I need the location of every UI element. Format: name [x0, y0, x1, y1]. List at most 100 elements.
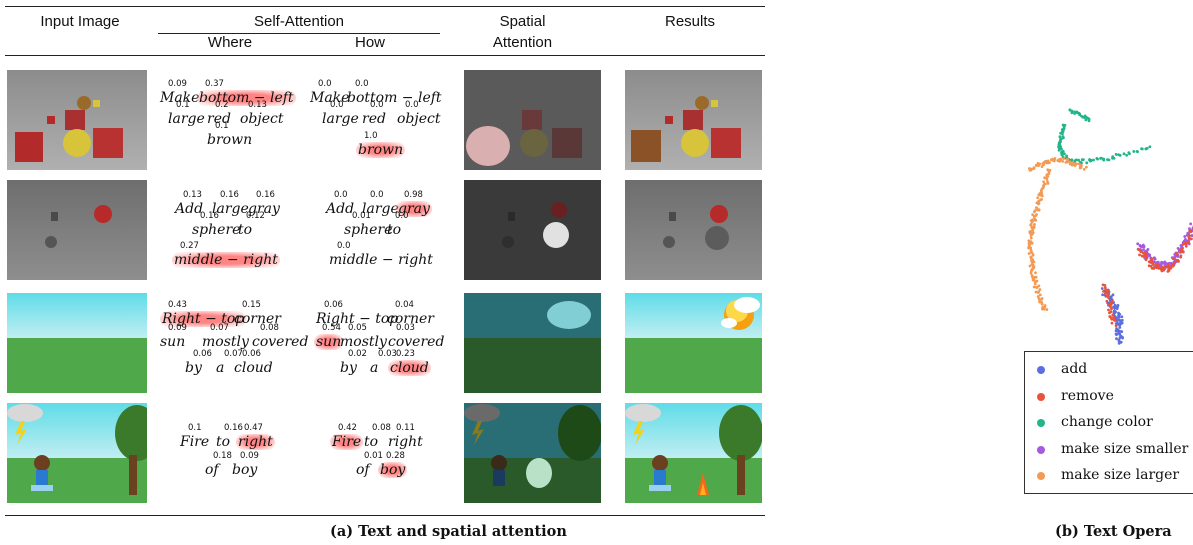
attention-word: gray	[396, 201, 432, 217]
change-color-point	[1057, 148, 1061, 152]
change-color-point	[1107, 158, 1111, 162]
attention-weight: 0.05	[348, 323, 367, 333]
attention-weight: 0.06	[324, 300, 343, 310]
remove-point	[1179, 255, 1183, 259]
make-size-larger-point	[1031, 213, 1035, 217]
attention-weight: 0.0	[330, 100, 344, 110]
change-color-point	[1080, 114, 1083, 118]
make-size-smaller-point	[1190, 234, 1193, 237]
attention-weight: 0.1	[188, 423, 202, 433]
remove-point	[1171, 262, 1174, 266]
make-size-larger-point	[1032, 285, 1036, 289]
change-color-point	[1061, 135, 1065, 139]
make-size-smaller-point	[1188, 227, 1191, 231]
attention-word: bottom − left	[347, 90, 442, 106]
attention-word: boy	[378, 462, 408, 478]
attention-weight: 0.42	[338, 423, 357, 433]
remove-point	[1139, 250, 1143, 254]
attention-word: Fire	[180, 434, 210, 450]
header-self-attention: Self-Attention	[253, 13, 345, 30]
change-color-point	[1084, 118, 1088, 122]
attention-word: bottom − left	[197, 90, 296, 106]
make-size-larger-point	[1027, 246, 1031, 250]
make-size-larger-point	[1042, 180, 1046, 184]
change-color-point	[1114, 153, 1118, 156]
attention-word: middle − right	[329, 252, 433, 268]
attention-word: by	[185, 360, 202, 376]
make-size-larger-point	[1045, 177, 1049, 181]
make-size-larger-point	[1078, 166, 1082, 170]
make-size-larger-point	[1034, 218, 1038, 222]
attention-word: large	[362, 201, 399, 217]
remove-point	[1138, 253, 1141, 257]
make-size-larger-point	[1034, 271, 1037, 275]
make-size-larger-point	[1038, 288, 1042, 291]
make-size-larger-point	[1038, 293, 1042, 297]
legend-dot-icon	[1037, 366, 1045, 374]
attention-word: Add	[175, 201, 204, 217]
attention-weight: 0.13	[183, 190, 202, 200]
change-color-point	[1122, 152, 1126, 156]
table-bottom-rule	[5, 515, 765, 516]
make-size-larger-point	[1027, 241, 1031, 245]
header-where: Where	[207, 34, 253, 51]
attention-weight: 0.12	[246, 211, 265, 221]
remove-point	[1157, 266, 1161, 270]
attention-weight: 0.37	[205, 79, 224, 89]
remove-point	[1162, 268, 1166, 272]
legend-label: change color	[1061, 414, 1153, 430]
remove-point	[1175, 258, 1179, 262]
attention-word: brown	[356, 142, 406, 158]
add-point	[1114, 332, 1118, 336]
top-rule	[5, 6, 765, 7]
attention-word: large	[168, 111, 205, 127]
make-size-larger-point	[1062, 157, 1065, 161]
attention-word: Add	[326, 201, 355, 217]
change-color-point	[1140, 147, 1144, 151]
caption-b: (b) Text Opera	[1055, 523, 1172, 540]
attention-weight: 0.0	[355, 79, 369, 89]
remove-point	[1136, 247, 1140, 251]
attention-weight: 0.03	[378, 349, 397, 359]
make-size-larger-point	[1040, 187, 1044, 191]
attention-weight: 0.1	[176, 100, 190, 110]
make-size-larger-point	[1043, 176, 1047, 180]
make-size-larger-point	[1038, 193, 1042, 197]
attention-weight: 0.09	[168, 79, 187, 89]
make-size-larger-point	[1028, 244, 1031, 247]
remove-point	[1144, 258, 1148, 262]
make-size-larger-point	[1032, 167, 1036, 171]
change-color-point	[1059, 146, 1062, 150]
add-point	[1112, 305, 1115, 309]
attention-weight: 0.98	[404, 190, 423, 200]
change-color-point	[1087, 119, 1091, 123]
add-point	[1117, 311, 1120, 315]
add-point	[1101, 293, 1105, 297]
attention-word: by	[340, 360, 357, 376]
remove-point	[1175, 252, 1179, 255]
change-color-point	[1125, 153, 1129, 157]
attention-weight: 0.04	[395, 300, 414, 310]
remove-point	[1114, 324, 1118, 328]
attention-word: right	[388, 434, 423, 450]
remove-point	[1160, 265, 1164, 269]
make-size-larger-point	[1080, 164, 1083, 168]
attention-word: corner	[234, 311, 281, 327]
remove-point	[1183, 242, 1187, 245]
attention-weight: 0.16	[200, 211, 219, 221]
change-color-point	[1128, 152, 1131, 156]
make-size-larger-point	[1031, 260, 1034, 264]
attention-weight: 0.01	[364, 451, 383, 461]
remove-point	[1173, 261, 1177, 265]
attention-word: large	[212, 201, 249, 217]
attention-weight: 0.0	[334, 190, 348, 200]
make-size-larger-point	[1035, 286, 1039, 289]
make-size-larger-point	[1029, 236, 1033, 240]
remove-point	[1101, 283, 1105, 287]
remove-point	[1107, 292, 1111, 296]
change-color-point	[1095, 156, 1099, 160]
attention-word: Right − top	[316, 311, 399, 327]
change-color-point	[1070, 111, 1074, 115]
attention-weight: 0.09	[168, 323, 187, 333]
make-size-larger-point	[1027, 252, 1031, 255]
